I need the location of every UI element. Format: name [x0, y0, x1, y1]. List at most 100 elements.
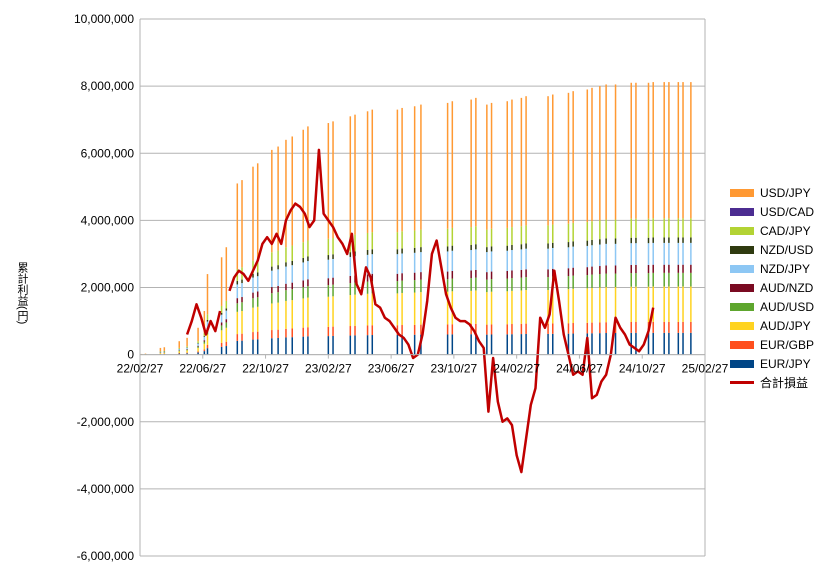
bar-segment [525, 323, 527, 334]
bar-segment [349, 283, 352, 296]
bar-segment [451, 250, 454, 272]
bar-segment [677, 242, 680, 265]
bar-segment [327, 296, 330, 327]
legend-item: AUD/JPY [730, 316, 830, 335]
bar-segment [327, 278, 330, 286]
bar-segment [197, 351, 199, 353]
bar-segment [203, 351, 206, 355]
bar-segment [206, 348, 209, 355]
bar-segment [599, 244, 601, 267]
bar-segment [401, 325, 403, 335]
bar-segment [525, 225, 527, 244]
bar-segment [630, 218, 632, 238]
bar-segment [614, 84, 617, 220]
bar-segment [690, 218, 692, 238]
bar-segment [252, 273, 254, 278]
bar-segment [599, 86, 601, 221]
bar-segment [446, 228, 449, 247]
legend-label: USD/JPY [760, 185, 811, 200]
bar-segment [525, 248, 527, 270]
bar-segment [591, 239, 593, 246]
bar-segment [635, 82, 637, 219]
bar-segment [451, 324, 454, 335]
bar-segment [451, 271, 454, 279]
bar-segment [256, 163, 259, 259]
bar-segment [366, 293, 369, 326]
x-tick-label: 23/02/27 [305, 362, 352, 376]
bar-segment [677, 82, 680, 219]
bar-segment [663, 218, 665, 238]
bar-segment [668, 264, 670, 273]
bar-segment [256, 297, 259, 307]
bar-segment [490, 279, 493, 292]
bar-segment [475, 244, 477, 250]
bar-segment [470, 278, 472, 291]
bar-segment [682, 218, 684, 238]
bar-segment [677, 237, 680, 243]
bar-segment [547, 277, 549, 291]
bar-segment [647, 82, 650, 219]
bar-segment [647, 286, 650, 323]
bar-segment [371, 232, 374, 250]
bar-segment [396, 254, 399, 274]
bar-segment [225, 247, 228, 301]
bar-segment [630, 237, 632, 244]
bar-segment [586, 245, 589, 268]
bar-segment [572, 267, 574, 276]
bar-segment [605, 333, 607, 355]
bar-segment [668, 237, 670, 243]
bar-segment [186, 349, 188, 351]
bar-segment [302, 327, 304, 337]
bar-segment [349, 295, 352, 327]
legend-swatch [730, 283, 754, 292]
bar-segment [332, 258, 334, 278]
legend-label: AUD/USD [760, 299, 815, 314]
bar-segment [586, 267, 589, 276]
bar-segment [401, 334, 403, 355]
bar-segment [630, 273, 632, 287]
bar-segment [547, 225, 549, 244]
bar-segment [401, 231, 403, 249]
bar-segment [197, 343, 199, 346]
bar-segment [490, 291, 493, 325]
bar-segment [652, 242, 654, 265]
legend-line-swatch [730, 381, 754, 384]
y-tick-labels: 10,000,000 8,000,000 6,000,000 4,000,000 2,0… [74, 12, 134, 563]
bar-segment [163, 347, 166, 351]
bar-segment [307, 327, 309, 337]
bar-segment [446, 279, 449, 292]
bar-segment [256, 258, 259, 273]
bar-segment [420, 252, 422, 273]
bar-segment [567, 333, 570, 355]
bar-segment [307, 256, 309, 262]
bar-segment [220, 257, 223, 306]
bar-segment [668, 82, 670, 219]
y-tick-label: 8,000,000 [81, 79, 135, 93]
bar-segment [159, 347, 162, 352]
legend-swatch [730, 226, 754, 235]
bar-segment [327, 326, 330, 337]
bar-segment [486, 247, 488, 253]
bar-segment [197, 346, 199, 348]
bar-segment [599, 274, 601, 288]
bar-segment [630, 243, 632, 265]
bar-segment [186, 346, 188, 348]
bar-segment [236, 183, 239, 270]
legend-item: USD/JPY [730, 183, 830, 202]
bar-segment [220, 322, 223, 326]
bar-segment [413, 280, 416, 293]
legend-swatch [730, 340, 754, 349]
bar-segment [451, 291, 454, 325]
bar-segment [236, 340, 239, 355]
bar-segment [547, 323, 549, 334]
bar-segment [475, 269, 477, 278]
legend-item: AUD/USD [730, 297, 830, 316]
bar-segment [241, 283, 243, 298]
bar-segment [630, 322, 632, 333]
bar-segment [197, 327, 199, 342]
bar-segment [349, 256, 352, 276]
bar-segment [401, 292, 403, 326]
bar-segment [652, 286, 654, 322]
bar-segment [271, 303, 273, 331]
bar-segment [475, 290, 477, 324]
